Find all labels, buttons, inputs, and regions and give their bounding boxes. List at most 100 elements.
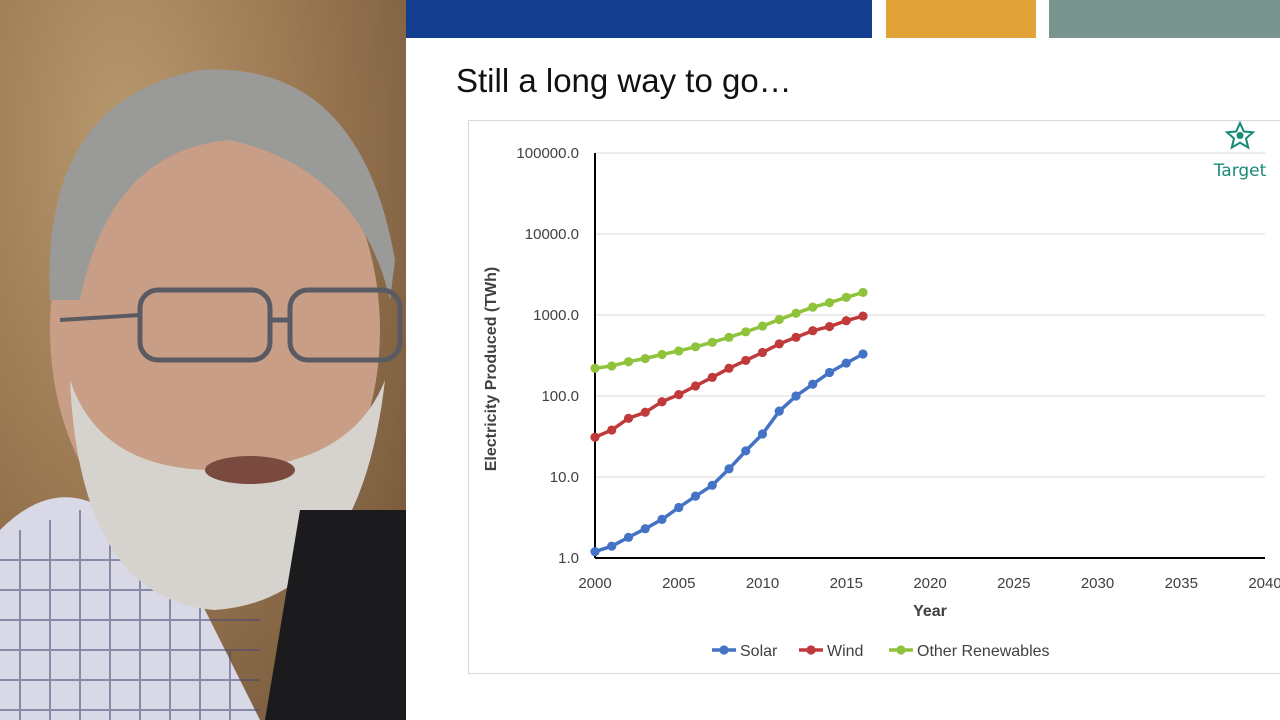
data-point: [841, 292, 851, 302]
chart-legend: Solar Wind Other Renewables: [712, 643, 1050, 660]
slide-title: Still a long way to go…: [456, 62, 792, 99]
data-point: [607, 425, 617, 435]
data-point: [808, 326, 818, 336]
legend-label: Solar: [740, 643, 778, 660]
x-tick-label: 2040: [1248, 575, 1280, 592]
data-point: [824, 367, 835, 378]
data-point: [623, 413, 634, 423]
header-bar-blue: [406, 0, 872, 38]
data-point: [858, 349, 868, 359]
data-point: [741, 355, 751, 366]
data-point: [657, 514, 667, 524]
speaker-image: [0, 69, 406, 720]
data-point: [841, 316, 851, 326]
data-point: [791, 391, 801, 401]
data-point: [724, 464, 734, 474]
series-line: [594, 290, 864, 371]
data-point: [640, 353, 650, 364]
data-point: [791, 332, 801, 342]
y-tick-label: 10000.0: [525, 226, 579, 243]
data-point: [757, 321, 768, 331]
x-tick-label: 2000: [578, 575, 611, 592]
data-point: [858, 287, 868, 298]
x-tick-label: 2015: [830, 575, 863, 592]
x-tick-labels: 2000 2005 2010 2015 2020 2025 2030 2035 2040: [578, 575, 1280, 592]
data-point: [707, 337, 717, 347]
data-point: [590, 432, 600, 442]
legend-item: Wind: [799, 643, 863, 660]
x-tick-label: 2035: [1165, 575, 1198, 592]
data-point: [623, 357, 634, 367]
x-tick-label: 2020: [913, 575, 946, 592]
data-point: [690, 381, 701, 391]
legend-label: Wind: [827, 643, 863, 660]
data-point: [858, 311, 868, 321]
chart-gridlines: [595, 152, 1265, 478]
x-tick-label: 2005: [662, 575, 695, 592]
data-point: [674, 502, 684, 513]
y-tick-label: 1.0: [558, 550, 579, 567]
target-marker: Target: [1213, 121, 1267, 181]
y-tick-label: 100000.0: [516, 145, 579, 162]
data-point: [774, 339, 784, 349]
legend-item: Other Renewables: [889, 643, 1050, 660]
data-point: [707, 480, 717, 490]
header-bar-orange: [886, 0, 1036, 38]
series-solar: [590, 349, 868, 557]
data-point: [808, 379, 818, 389]
data-point: [590, 546, 600, 557]
data-point: [824, 298, 835, 308]
y-axis-title: Electricity Produced (TWh): [483, 267, 500, 471]
data-point: [657, 349, 667, 360]
x-tick-label: 2025: [997, 575, 1030, 592]
data-point: [724, 363, 734, 373]
y-tick-label: 10.0: [550, 469, 579, 486]
chart-axes: [594, 153, 1265, 559]
data-point: [640, 524, 650, 534]
y-tick-label: 100.0: [541, 388, 579, 405]
data-point: [640, 407, 650, 417]
legend-swatch-dot: [896, 645, 906, 655]
data-point: [757, 347, 768, 358]
legend-item: Solar: [712, 643, 778, 660]
data-point: [674, 390, 684, 400]
data-point: [623, 532, 634, 542]
data-point: [690, 491, 701, 501]
speaker-video: [0, 0, 406, 720]
data-point: [607, 541, 617, 551]
series-other-renewables: [590, 287, 868, 373]
legend-swatch-dot: [806, 645, 816, 655]
star-center: [1236, 132, 1244, 139]
chart-frame: 1.0 10.0 100.0 1000.0 10000.0 100000.0 2000 20…: [468, 120, 1280, 674]
data-point: [791, 308, 801, 318]
data-point: [674, 346, 684, 356]
header-bar-teal: [1049, 0, 1280, 38]
series-line: [594, 352, 864, 554]
x-tick-label: 2030: [1081, 575, 1114, 592]
chart-series: [590, 287, 868, 557]
legend-label: Other Renewables: [917, 643, 1050, 660]
data-point: [741, 446, 751, 456]
data-point: [824, 321, 835, 332]
data-point: [774, 406, 784, 416]
series-wind: [590, 311, 868, 442]
data-point: [690, 342, 701, 352]
data-point: [774, 314, 784, 325]
y-tick-labels: 1.0 10.0 100.0 1000.0 10000.0 100000.0: [516, 145, 579, 567]
star-icon: [1224, 121, 1256, 150]
data-point: [724, 332, 734, 342]
data-point: [757, 429, 768, 439]
data-point: [657, 397, 667, 407]
y-tick-label: 1000.0: [533, 307, 579, 324]
data-point: [841, 358, 851, 368]
data-point: [607, 361, 617, 371]
data-point: [741, 327, 751, 337]
x-tick-label: 2010: [746, 575, 779, 592]
data-point: [808, 302, 818, 312]
target-label: Target: [1213, 161, 1267, 181]
data-point: [590, 363, 600, 373]
x-axis-title: Year: [913, 603, 947, 620]
data-point: [707, 372, 717, 382]
legend-swatch-dot: [719, 645, 729, 655]
